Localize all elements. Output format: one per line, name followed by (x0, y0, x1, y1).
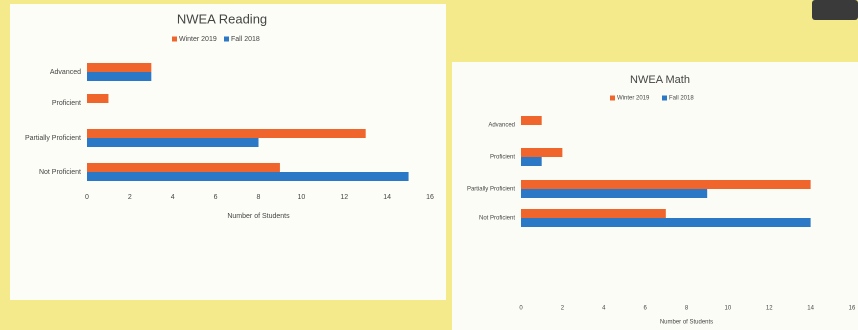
x-tick-label: 16 (849, 306, 856, 312)
bar (521, 157, 542, 166)
x-tick-label: 0 (519, 306, 523, 312)
y-tick-label: Not Proficient (479, 216, 515, 222)
x-axis-title: Number of Students (227, 213, 290, 220)
x-tick-label: 2 (128, 194, 132, 201)
x-tick-label: 14 (383, 194, 391, 201)
legend-label: Winter 2019 (179, 36, 217, 43)
legend-swatch (172, 36, 177, 42)
device-corner (812, 0, 858, 20)
bar (521, 148, 563, 157)
bar (521, 189, 708, 198)
bar (521, 180, 811, 189)
bar (87, 163, 280, 172)
legend-swatch (662, 95, 667, 101)
legend-label: Fall 2018 (669, 96, 694, 102)
x-tick-label: 6 (214, 194, 218, 201)
legend-swatch (610, 95, 615, 101)
x-tick-label: 12 (340, 194, 348, 201)
legend-swatch (224, 36, 229, 42)
x-tick-label: 8 (685, 306, 689, 312)
bar (87, 72, 152, 81)
x-tick-label: 0 (85, 194, 89, 201)
x-tick-label: 6 (643, 306, 647, 312)
bar (87, 138, 259, 147)
y-tick-label: Partially Proficient (467, 187, 515, 193)
bar (87, 94, 109, 103)
bar (87, 63, 152, 72)
x-tick-label: 10 (725, 306, 732, 312)
bar (87, 172, 409, 181)
x-axis-title: Number of Students (660, 320, 713, 326)
y-tick-label: Proficient (490, 155, 515, 161)
x-tick-label: 10 (297, 194, 305, 201)
x-tick-label: 8 (257, 194, 261, 201)
y-tick-label: Proficient (52, 100, 81, 107)
y-tick-label: Advanced (50, 69, 81, 76)
y-tick-label: Not Proficient (39, 169, 81, 176)
bar (521, 116, 542, 125)
bar (87, 129, 366, 138)
x-tick-label: 12 (766, 306, 773, 312)
x-tick-label: 4 (171, 194, 175, 201)
y-tick-label: Partially Proficient (25, 135, 81, 142)
x-tick-label: 2 (561, 306, 565, 312)
x-tick-label: 14 (807, 306, 814, 312)
reading-panel (10, 4, 446, 300)
chart-title: NWEA Reading (177, 11, 267, 26)
bar (521, 218, 811, 227)
legend-label: Fall 2018 (231, 36, 260, 43)
x-tick-label: 16 (426, 194, 434, 201)
bar (521, 209, 666, 218)
chart-title: NWEA Math (630, 74, 690, 86)
y-tick-label: Advanced (488, 123, 515, 129)
x-tick-label: 4 (602, 306, 606, 312)
legend-label: Winter 2019 (617, 96, 650, 102)
